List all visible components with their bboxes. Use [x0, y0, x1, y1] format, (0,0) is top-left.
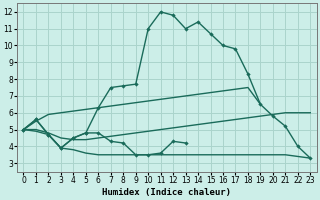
X-axis label: Humidex (Indice chaleur): Humidex (Indice chaleur) [102, 188, 231, 197]
